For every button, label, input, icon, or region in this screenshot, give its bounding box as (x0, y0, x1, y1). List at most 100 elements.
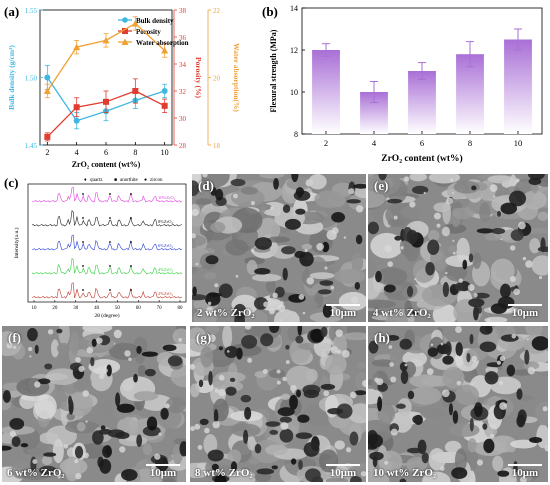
sem-grain (409, 174, 428, 182)
phase-marker (109, 217, 111, 219)
sem-highlight (473, 293, 478, 298)
sem-pore (205, 255, 219, 265)
sem-highlight (83, 452, 89, 459)
sem-grain (142, 443, 153, 456)
sem-highlight (388, 345, 393, 349)
sem-label-e: (e) (374, 178, 389, 193)
sem-grain (325, 477, 349, 482)
sem-pore (265, 421, 281, 427)
sem-grain (308, 174, 327, 190)
sem-texture-h (368, 326, 548, 482)
phase-marker (82, 289, 84, 291)
sem-image-f: (f) 6 wt% ZrO₂ 10μm (2, 326, 186, 482)
sem-highlight (400, 246, 404, 250)
sem-grain (324, 353, 347, 376)
sem-grain (247, 439, 258, 451)
sem-pore (455, 282, 464, 291)
sem-grain (256, 217, 281, 242)
sem-pore (289, 394, 298, 410)
sem-pore (260, 333, 274, 347)
sem-pore (146, 416, 158, 431)
sem-pore (160, 408, 169, 420)
sem-grain (301, 243, 313, 250)
sem-pore (506, 364, 516, 377)
bar (408, 71, 436, 134)
bar (312, 50, 340, 134)
sem-grain (265, 444, 289, 456)
data-point (44, 74, 51, 81)
sem-pore (427, 347, 439, 357)
sem-highlight (305, 179, 313, 187)
sem-pore (473, 306, 479, 321)
x-tick-label: 10 (161, 148, 169, 157)
sem-highlight (192, 233, 196, 239)
data-point (73, 43, 81, 51)
sem-pore (500, 202, 518, 215)
sem-pore (230, 178, 246, 187)
sem-highlight (282, 376, 287, 382)
sem-highlight (393, 215, 398, 220)
sem-pore (136, 434, 143, 448)
sem-pore (20, 443, 29, 448)
sem-pore (537, 246, 548, 252)
sem-grain (453, 180, 480, 194)
sem-grain (445, 255, 475, 268)
sem-pore (244, 406, 252, 420)
x-tick-label: 80 (178, 306, 184, 311)
scale-bar-d: 10μm (326, 304, 360, 319)
chart-a-bulk-density-porosity-water: 2 4 6 8 10 ZrO₂ content (wt%) 1.45 1.50 1.55 Bulk… (7, 7, 241, 169)
sem-pore (218, 283, 233, 298)
sem-highlight (496, 360, 502, 365)
sem-highlight (13, 345, 17, 349)
sem-highlight (351, 296, 359, 304)
sem-grain (222, 326, 233, 349)
sem-pore (471, 185, 477, 191)
sem-grain (273, 309, 300, 322)
sem-highlight (526, 338, 529, 341)
sem-grain (347, 403, 366, 424)
sem-pore (296, 389, 301, 398)
sem-pore (213, 408, 219, 424)
sem-pore (386, 334, 400, 341)
sem-pore (11, 436, 21, 447)
sem-highlight (124, 350, 131, 357)
sem-grain (39, 432, 60, 444)
sem-pore (406, 285, 414, 298)
sem-pore (91, 338, 97, 347)
sem-grain (190, 383, 200, 398)
sem-pore (241, 334, 258, 349)
sem-highlight (341, 349, 350, 358)
sem-grain (205, 457, 235, 477)
legend-marker (121, 38, 129, 45)
sem-highlight (486, 318, 491, 322)
data-point (131, 20, 139, 27)
sem-grain (205, 326, 220, 335)
sem-pore (282, 204, 291, 213)
sem-highlight (251, 249, 255, 253)
sem-pore (285, 344, 290, 350)
sem-pore (336, 403, 353, 419)
sem-pore (320, 383, 336, 390)
sem-pore (510, 229, 524, 241)
sem-pore (295, 208, 306, 215)
sem-highlight (82, 390, 90, 397)
sem-image-g: (g) 8 wt% ZrO₂ 10μm (190, 326, 366, 482)
sem-caption-h: 10 wt% ZrO₂ (373, 467, 437, 479)
y-right1-tick-label: 32 (179, 88, 187, 96)
sem-grain (521, 190, 547, 210)
sem-highlight (9, 430, 17, 437)
sem-pore (279, 428, 294, 443)
x-tick-label: 10 (32, 306, 38, 311)
sem-highlight (451, 191, 454, 194)
legend-label: Water absorption (136, 39, 189, 47)
sem-highlight (458, 278, 464, 283)
sem-grain (225, 239, 249, 256)
sem-highlight (250, 201, 255, 206)
sem-caption-g: 8 wt% ZrO₂ (195, 467, 253, 479)
sem-grain (200, 174, 230, 188)
y-right2-tick-label: 18 (213, 142, 221, 150)
sem-highlight (78, 365, 85, 373)
sem-pore (400, 369, 409, 385)
sem-highlight (63, 444, 69, 449)
sem-pore (68, 395, 73, 407)
